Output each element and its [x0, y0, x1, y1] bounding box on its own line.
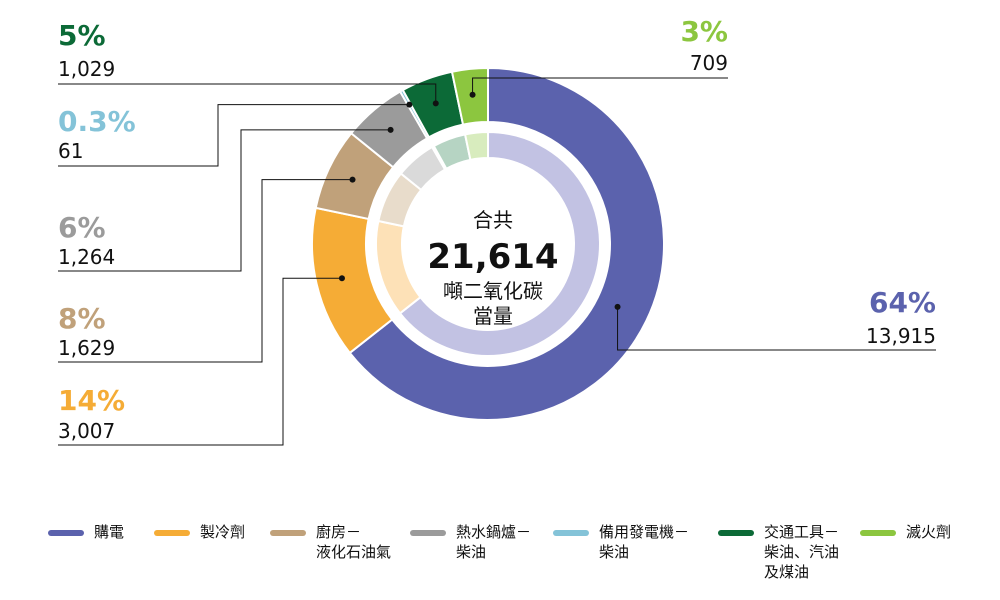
leader-dot-generator: [406, 101, 413, 108]
legend-swatch-generator: [553, 530, 589, 536]
percent-label-refrigerant: 14%: [58, 384, 125, 417]
leader-line-boiler: [58, 129, 391, 272]
value-label-purchased: 13,915: [866, 324, 936, 348]
leader-lines: [58, 77, 936, 446]
percent-label-purchased: 64%: [869, 286, 936, 319]
center-total: 21,614: [427, 237, 558, 277]
legend-label-lpg: 廚房－ 液化石油氣: [316, 523, 392, 561]
legend-item-transport: 交通工具－ 柴油、汽油 及煤油: [718, 522, 839, 582]
value-label-boiler: 1,264: [58, 245, 115, 269]
center-label-bottom-2: 當量: [473, 304, 513, 328]
outer-slice-purchased: [348, 66, 665, 421]
percent-label-lpg: 8%: [58, 302, 106, 335]
inner-slice-refrigerant: [375, 219, 422, 315]
legend-swatch-refrigerant: [154, 530, 190, 536]
percent-label-extinguisher: 3%: [680, 15, 728, 48]
leader-line-lpg: [58, 179, 353, 363]
value-label-generator: 61: [58, 139, 83, 163]
legend-label-extinguisher: 滅火劑: [906, 523, 952, 541]
center-labels: 合共 21,614 噸二氧化碳 當量: [427, 208, 558, 328]
leader-dot-purchased: [614, 303, 621, 310]
leader-dot-refrigerant: [338, 275, 345, 282]
leader-dot-lpg: [349, 176, 356, 183]
legend-label-generator: 備用發電機－ 柴油: [599, 523, 690, 561]
legend-item-extinguisher: 滅火劑: [860, 522, 951, 542]
slice-labels: 64% 13,915 14%3,007 8%1,629 6%1,264 0.3%61 5% 1…: [58, 15, 936, 443]
inner-slice-extinguisher: [463, 130, 489, 162]
legend-label-purchased: 購電: [94, 523, 125, 541]
legend-item-boiler: 熱水鍋爐－ 柴油: [410, 522, 531, 562]
legend-swatch-transport: [718, 530, 754, 536]
chart-legend: 購電 製冷劑 廚房－ 液化石油氣 熱水鍋爐－ 柴油 備用發電機－ 柴油 交通工具－ 柴油、…: [48, 522, 978, 592]
center-label-top: 合共: [473, 208, 513, 232]
leader-dot-transport: [432, 100, 439, 107]
leader-dot-extinguisher: [469, 91, 476, 98]
legend-label-transport: 交通工具－ 柴油、汽油 及煤油: [764, 523, 840, 581]
legend-swatch-extinguisher: [860, 530, 896, 536]
legend-item-refrigerant: 製冷劑: [154, 522, 245, 542]
value-label-transport: 1,029: [58, 57, 115, 81]
legend-item-generator: 備用發電機－ 柴油: [553, 522, 689, 562]
percent-label-transport: 5%: [58, 19, 106, 52]
legend-swatch-boiler: [410, 530, 446, 536]
value-label-lpg: 1,629: [58, 336, 115, 360]
legend-item-purchased: 購電: [48, 522, 124, 542]
center-label-bottom-1: 噸二氧化碳: [443, 279, 543, 303]
leader-line-purchased: [617, 306, 936, 351]
value-label-extinguisher: 709: [690, 51, 728, 75]
legend-swatch-purchased: [48, 530, 84, 536]
value-label-refrigerant: 3,007: [58, 419, 115, 443]
legend-item-lpg: 廚房－ 液化石油氣: [270, 522, 391, 562]
leader-line-extinguisher: [472, 77, 728, 95]
leader-line-generator: [58, 104, 410, 167]
donut-slices: [311, 66, 665, 421]
leader-line-refrigerant: [58, 277, 342, 446]
leader-line-transport: [58, 83, 437, 104]
percent-label-generator: 0.3%: [58, 105, 136, 138]
legend-label-boiler: 熱水鍋爐－ 柴油: [456, 523, 532, 561]
percent-label-boiler: 6%: [58, 211, 106, 244]
legend-label-refrigerant: 製冷劑: [200, 523, 246, 541]
legend-swatch-lpg: [270, 530, 306, 536]
inner-slice-purchased: [398, 130, 601, 357]
leader-dot-boiler: [387, 126, 394, 133]
